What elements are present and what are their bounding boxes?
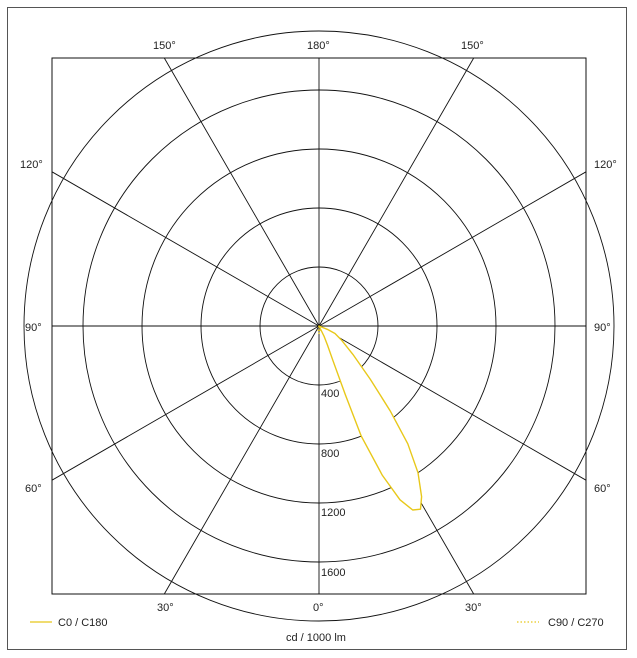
angle-label-bottom-right: 30° (465, 602, 482, 614)
unit-label: cd / 1000 lm (286, 632, 346, 644)
series-curve-c90-c270 (317, 325, 321, 335)
radial-tick-800: 800 (321, 448, 339, 460)
angle-label-bottom-left: 30° (157, 602, 174, 614)
angle-label-right-upper: 120° (594, 159, 617, 171)
legend-label-c90-c270: C90 / C270 (548, 617, 604, 629)
angle-label-top-center: 180° (307, 40, 330, 52)
radial-tick-1600: 1600 (321, 567, 345, 579)
angle-label-bottom-center: 0° (313, 602, 324, 614)
angle-label-top-right: 150° (461, 40, 484, 52)
series-curve-c0-c180 (318, 325, 423, 511)
angle-label-right-middle: 90° (594, 322, 611, 334)
grid-ring-2000 (23, 30, 615, 622)
angle-label-right-lower: 60° (594, 483, 611, 495)
radial-tick-1200: 1200 (321, 507, 345, 519)
series-layer (317, 325, 423, 511)
angle-label-left-middle: 90° (25, 322, 42, 334)
chart-frame (7, 7, 627, 650)
angle-label-top-left: 150° (153, 40, 176, 52)
angle-label-left-upper: 120° (20, 159, 43, 171)
legend-label-c0-c180: C0 / C180 (58, 617, 108, 629)
angle-label-left-lower: 60° (25, 483, 42, 495)
radial-tick-400: 400 (321, 388, 339, 400)
